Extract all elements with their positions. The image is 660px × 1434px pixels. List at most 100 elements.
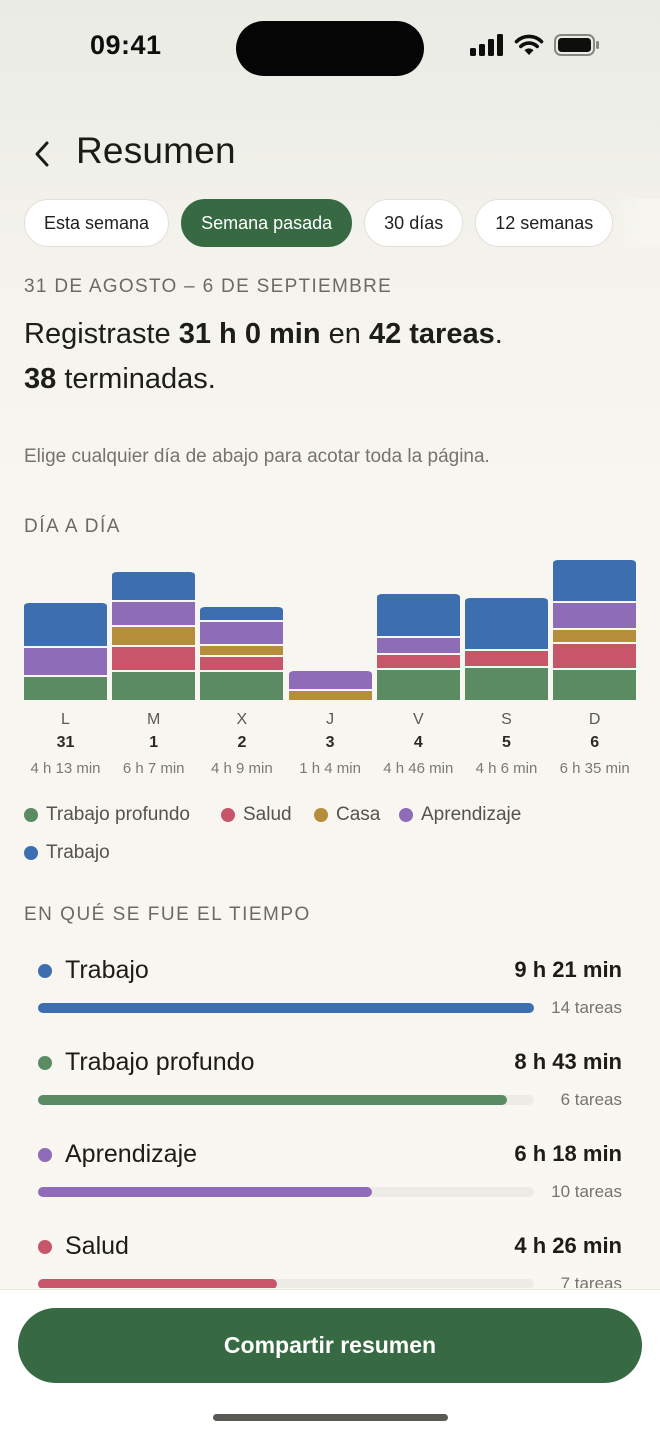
total-time: 31 h 0 min (178, 318, 321, 350)
category-dot-icon (38, 1240, 52, 1254)
battery-icon (554, 34, 599, 56)
legend-dot-icon (399, 808, 413, 822)
tabs-fade (612, 199, 660, 247)
day-number: 3 (325, 734, 335, 751)
day-bar[interactable] (24, 601, 107, 700)
day-duration: 4 h 46 min (383, 760, 454, 777)
day-bar[interactable] (376, 591, 460, 700)
legend-item: Casa (314, 804, 380, 826)
day-letter: J (326, 711, 335, 728)
legend-label: Trabajo profundo (46, 804, 191, 825)
legend-item: Salud (221, 804, 292, 826)
day-bar[interactable] (200, 604, 284, 700)
day-duration: 4 h 9 min (211, 760, 273, 777)
day-number: 6 (590, 734, 600, 751)
day-letter: L (61, 711, 70, 728)
day-label[interactable]: D 6 6 h 35 min (545, 708, 645, 777)
day-duration: 1 h 4 min (299, 760, 361, 777)
status-time: 09:41 (90, 30, 162, 60)
date-range-label: 31 DE AGOSTO – 6 DE SEPTIEMBRE (24, 276, 393, 297)
day-label[interactable]: M 1 6 h 7 min (104, 708, 204, 777)
legend-label: Aprendizaje (421, 804, 522, 825)
day-bar[interactable] (288, 668, 372, 700)
total-tasks: 42 tareas (368, 318, 495, 350)
category-row[interactable]: Trabajo profundo 8 h 43 min 6 tareas (24, 1046, 622, 1138)
period-tabs: Esta semana Semana pasada 30 días 12 sem… (24, 199, 636, 247)
tab-30-dias[interactable]: 30 días (364, 199, 464, 247)
bar-segment (112, 670, 196, 700)
bar-segment (200, 604, 284, 620)
category-dot-icon (38, 1148, 52, 1162)
legend-dot-icon (221, 808, 235, 822)
day-label[interactable]: S 5 4 h 6 min (457, 708, 557, 777)
category-progress-track (38, 1279, 534, 1288)
category-progress-fill (38, 1279, 278, 1288)
bar-segment (24, 675, 107, 700)
category-time: 9 h 21 min (514, 957, 622, 982)
category-name: Aprendizaje (65, 1140, 198, 1168)
tab-12-semanas[interactable]: 12 semanas (475, 199, 614, 247)
legend-item: Trabajo (24, 842, 110, 864)
summary-text: Registraste 31 h 0 min en 42 tareas. 38 … (24, 312, 634, 402)
summary-end: . (494, 318, 503, 350)
bar-segment (200, 644, 284, 655)
hint-text: Elige cualquier día de abajo para acotar… (24, 446, 490, 467)
day-label[interactable]: J 3 1 h 4 min (280, 708, 380, 777)
legend-label: Salud (243, 804, 292, 825)
bar-segment (200, 654, 284, 671)
dynamic-island (236, 21, 424, 76)
category-progress-track (38, 1003, 534, 1013)
section-label-breakdown: EN QUÉ SE FUE EL TIEMPO (24, 904, 311, 925)
category-task-count: 10 tareas (551, 1182, 622, 1201)
summary-prefix: Registraste (24, 318, 179, 350)
day-letter: X (236, 711, 248, 728)
bar-segment (376, 635, 460, 653)
category-progress-fill (38, 1095, 508, 1105)
bar-segment (465, 595, 548, 650)
bar-segment (553, 558, 637, 602)
day-labels: L 31 4 h 13 min M 1 6 h 7 min X 2 4 h 9 min J 3 1 h… (24, 708, 636, 780)
day-number: 4 (413, 734, 423, 751)
status-bar: 09:41 (0, 0, 660, 96)
bar-segment (200, 619, 284, 645)
day-label[interactable]: V 4 4 h 46 min (368, 708, 468, 777)
category-time: 8 h 43 min (514, 1049, 622, 1074)
category-row[interactable]: Trabajo 9 h 21 min 14 tareas (24, 954, 622, 1046)
tab-esta-semana[interactable]: Esta semana (24, 199, 170, 247)
legend-dot-icon (24, 808, 38, 822)
bar-segment (376, 652, 460, 669)
bar-segment (553, 641, 637, 669)
done-count: 38 (24, 363, 57, 395)
day-label[interactable]: X 2 4 h 9 min (192, 708, 292, 777)
day-bar[interactable] (112, 569, 196, 700)
day-duration: 6 h 35 min (559, 760, 630, 777)
day-bar[interactable] (553, 558, 637, 700)
share-summary-button[interactable]: Compartir resumen (18, 1308, 642, 1383)
category-row[interactable]: Salud 4 h 26 min 7 tareas (24, 1230, 622, 1288)
day-letter: D (588, 711, 601, 728)
category-progress-fill (38, 1187, 372, 1197)
category-task-count: 7 tareas (560, 1274, 622, 1288)
day-number: 1 (149, 734, 159, 751)
day-label[interactable]: L 31 4 h 13 min (16, 708, 116, 777)
bar-segment (465, 666, 548, 700)
bar-segment (376, 591, 460, 636)
bar-segment (465, 649, 548, 667)
header: Resumen (24, 124, 636, 184)
category-task-count: 6 tareas (560, 1090, 622, 1109)
day-number: 31 (56, 734, 75, 751)
tab-semana-pasada[interactable]: Semana pasada (181, 199, 353, 247)
legend-dot-icon (24, 846, 38, 860)
wifi-icon (514, 34, 544, 55)
legend-label: Casa (336, 804, 381, 825)
category-row[interactable]: Aprendizaje 6 h 18 min 10 tareas (24, 1138, 622, 1230)
summary-mid: en (320, 318, 369, 350)
back-button[interactable] (24, 134, 60, 174)
day-bar[interactable] (465, 595, 548, 700)
section-label-daily: DÍA A DÍA (24, 516, 121, 537)
category-time: 6 h 18 min (514, 1141, 622, 1166)
cellular-signal-icon (470, 34, 503, 56)
bar-segment (200, 670, 284, 700)
legend-item: Aprendizaje (399, 804, 521, 826)
done-suffix: terminadas. (56, 363, 216, 395)
